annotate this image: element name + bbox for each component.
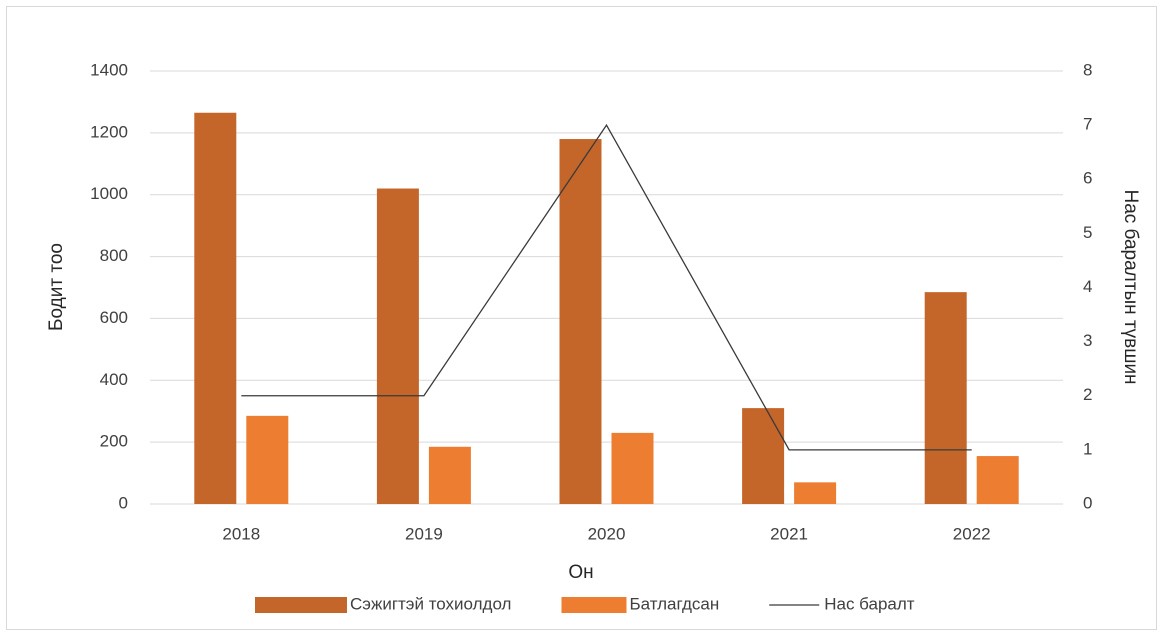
y2-tick-label: 0 xyxy=(1083,493,1092,512)
y2-tick-label: 3 xyxy=(1083,331,1092,350)
x-axis-title: Он xyxy=(568,562,593,583)
y-axis-title: Бодит тоо xyxy=(46,243,67,331)
y-tick-label: 1200 xyxy=(90,122,128,141)
bar xyxy=(194,112,237,504)
bar xyxy=(246,415,289,504)
x-tick-label: 2021 xyxy=(770,524,808,543)
y2-tick-label: 1 xyxy=(1083,439,1092,458)
bar xyxy=(611,432,654,504)
y-tick-label: 200 xyxy=(100,432,128,451)
legend-label: Сэжигтэй тохиолдол xyxy=(350,594,511,613)
y2-tick-label: 5 xyxy=(1083,223,1092,242)
bar xyxy=(428,446,471,504)
y-tick-label: 800 xyxy=(100,246,128,265)
y-tick-label: 400 xyxy=(100,370,128,389)
line xyxy=(241,123,972,451)
bar xyxy=(742,408,785,504)
y2-tick-label: 4 xyxy=(1083,277,1092,296)
y-tick-label: 1400 xyxy=(90,60,128,79)
y-tick-label: 600 xyxy=(100,308,128,327)
y2-axis-title: Нас баралтын түвшин xyxy=(1120,189,1141,384)
legend-label: Нас баралт xyxy=(824,594,915,613)
y2-tick-label: 8 xyxy=(1083,60,1092,79)
bar xyxy=(559,139,602,505)
y2-tick-label: 7 xyxy=(1083,115,1092,134)
bar xyxy=(376,188,419,504)
y2-tick-label: 2 xyxy=(1083,385,1092,404)
x-tick-label: 2018 xyxy=(222,524,260,543)
y-tick-label: 0 xyxy=(119,493,128,512)
x-tick-label: 2019 xyxy=(405,524,443,543)
legend-swatch xyxy=(255,597,347,613)
bar xyxy=(976,456,1019,504)
y-tick-label: 1000 xyxy=(90,184,128,203)
bar xyxy=(924,292,967,504)
bar xyxy=(794,482,837,504)
x-tick-label: 2022 xyxy=(953,524,991,543)
legend-swatch xyxy=(561,597,627,613)
legend-label: Батлагдсан xyxy=(629,594,719,613)
x-tick-label: 2020 xyxy=(588,524,626,543)
y2-tick-label: 6 xyxy=(1083,169,1092,188)
